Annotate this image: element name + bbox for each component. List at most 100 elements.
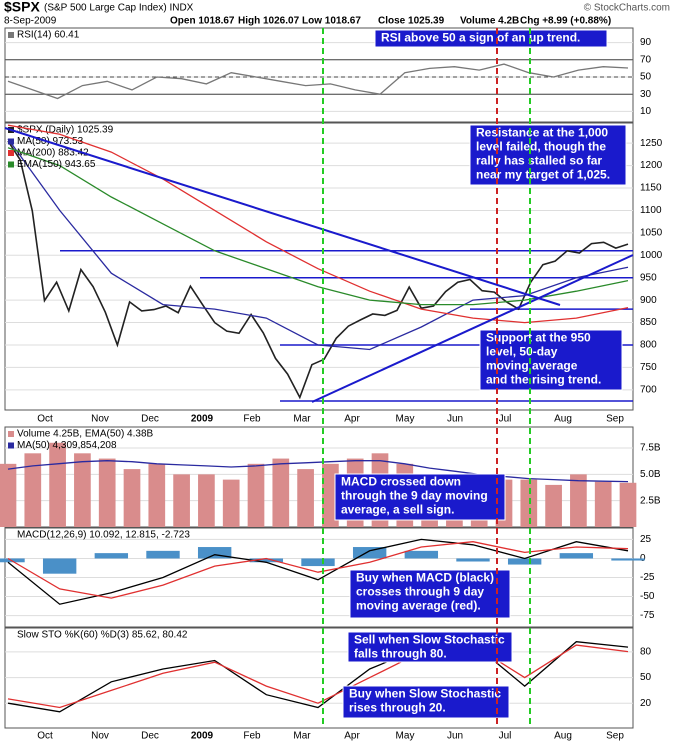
- annotation-box: [342, 685, 510, 719]
- legend-label: EMA(150) 943.65: [17, 159, 96, 170]
- bar: [198, 474, 215, 527]
- annotation-text: MACD crossed down: [341, 475, 461, 489]
- annotation-text: Resistance at the 1,000: [476, 126, 608, 140]
- x-tick-label: Sep: [606, 414, 624, 425]
- annotation-text: near my target of 1,025.: [476, 168, 610, 182]
- bar: [611, 558, 645, 561]
- x-tick-label: Mar: [293, 731, 311, 742]
- bar: [507, 558, 542, 565]
- annotation-text: Buy when Slow Stochastic: [349, 687, 501, 701]
- x-tick-label: Aug: [554, 731, 572, 742]
- x-tick-label: 2009: [191, 414, 214, 425]
- annotation-text: rally has stalled so far: [476, 154, 602, 168]
- legend-swatch: [8, 32, 14, 38]
- bar: [146, 550, 180, 559]
- x-tick-label: 2009: [191, 731, 214, 742]
- series-line: [7, 641, 629, 713]
- y-tick-label: 25: [640, 534, 652, 545]
- bar: [222, 479, 240, 527]
- x-tick-label: Nov: [91, 731, 109, 742]
- y-tick-label: 5.0B: [640, 469, 661, 480]
- x-tick-label: Feb: [243, 731, 261, 742]
- bar: [594, 481, 612, 527]
- trend-line: [311, 254, 634, 403]
- annotation-text: RSI above 50 a sign of an up trend.: [381, 31, 580, 45]
- bar: [520, 479, 538, 527]
- series-line: [7, 460, 629, 483]
- annotation-text: level failed, though the: [476, 140, 606, 154]
- bar: [272, 458, 290, 527]
- y-tick-label: -75: [640, 610, 655, 621]
- bar: [123, 469, 141, 527]
- bar: [570, 474, 587, 527]
- x-tick-label: Jul: [499, 731, 512, 742]
- bar: [559, 553, 594, 559]
- legend-swatch: [8, 138, 14, 145]
- trend-line: [4, 127, 561, 306]
- bar: [94, 553, 129, 559]
- y-tick-label: 7.5B: [640, 443, 661, 454]
- x-tick-label: Aug: [554, 414, 572, 425]
- y-tick-label: 50: [640, 72, 652, 83]
- legend-swatch: [8, 161, 14, 168]
- legend-label: $SPX (Daily) 1025.39: [17, 125, 114, 136]
- y-tick-label: 750: [640, 362, 657, 373]
- x-tick-label: Jul: [499, 414, 512, 425]
- legend-swatch: [8, 442, 14, 449]
- x-tick-label: Oct: [37, 731, 53, 742]
- x-tick-label: May: [396, 414, 415, 425]
- quote-item: Close 1025.39: [378, 16, 445, 27]
- x-tick-label: Oct: [37, 414, 53, 425]
- x-tick-label: Mar: [293, 414, 311, 425]
- y-tick-label: 1200: [640, 160, 663, 171]
- legend-label: MA(50) 4,309,854,208: [17, 440, 117, 451]
- bar: [197, 547, 232, 559]
- y-tick-label: 90: [640, 37, 652, 48]
- x-tick-label: Feb: [243, 414, 261, 425]
- bar: [249, 558, 284, 563]
- annotation-box: [349, 569, 511, 619]
- x-tick-label: Apr: [344, 731, 360, 742]
- y-tick-label: 1000: [640, 250, 663, 261]
- annotation-text: moving average: [486, 359, 578, 373]
- y-tick-label: 900: [640, 295, 657, 306]
- y-tick-label: 2.5B: [640, 495, 661, 506]
- y-tick-label: 1100: [640, 205, 662, 216]
- series-line: [7, 63, 629, 100]
- source: © StockCharts.com: [584, 3, 670, 14]
- bar: [545, 484, 562, 527]
- bar: [301, 558, 335, 567]
- bar: [148, 463, 166, 527]
- y-tick-label: 30: [640, 89, 652, 100]
- quote-item: Volume 4.2B: [460, 16, 519, 27]
- y-tick-label: 70: [640, 54, 652, 65]
- bar: [0, 463, 17, 527]
- y-tick-label: 1050: [640, 228, 663, 239]
- y-tick-label: 700: [640, 384, 657, 395]
- legend-swatch: [8, 431, 14, 437]
- x-tick-label: Dec: [141, 731, 159, 742]
- quote-item: Open 1018.67: [170, 16, 235, 27]
- bar: [74, 453, 91, 527]
- y-tick-label: 80: [640, 647, 652, 658]
- series-line: [7, 138, 629, 351]
- panel-label: Slow STO %K(60) %D(3) 85.62, 80.42: [17, 630, 188, 641]
- symbol: $SPX: [4, 0, 40, 15]
- x-tick-label: Jun: [447, 414, 463, 425]
- y-tick-label: -50: [640, 591, 655, 602]
- quote-item: Low 1018.67: [302, 16, 361, 27]
- bar: [24, 453, 42, 527]
- y-tick-label: -25: [640, 572, 655, 583]
- annotation-text: crosses through 9 day: [356, 585, 484, 599]
- annotation-text: level, 50-day: [486, 345, 558, 359]
- bar: [456, 558, 490, 562]
- annotation-text: Support at the 950: [486, 331, 591, 345]
- x-tick-label: May: [396, 731, 415, 742]
- quote-item: Chg +8.99 (+0.88%): [520, 16, 611, 27]
- x-tick-label: Apr: [344, 414, 360, 425]
- annotation-text: moving average (red).: [356, 599, 481, 613]
- bar: [404, 550, 439, 559]
- annotation-box: [334, 473, 506, 521]
- annotation-text: Sell when Slow Stochastic: [354, 633, 505, 647]
